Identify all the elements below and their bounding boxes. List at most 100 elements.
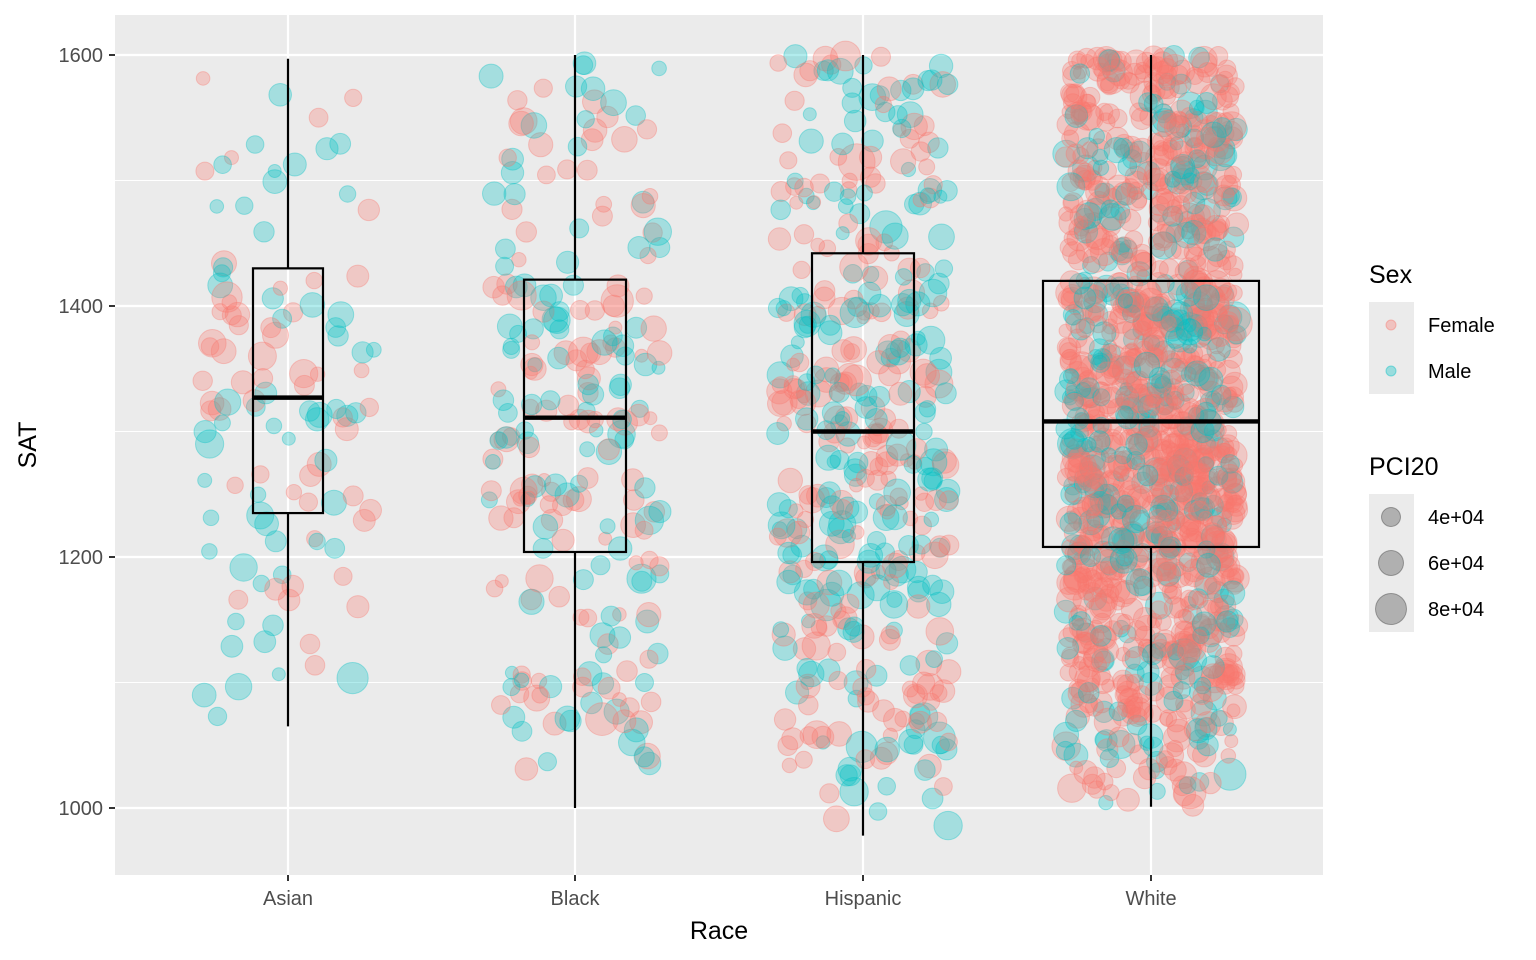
point-female — [1129, 80, 1161, 113]
point-female — [1072, 496, 1094, 518]
point-female — [832, 610, 851, 630]
point-male — [828, 510, 857, 539]
point-male — [928, 223, 955, 251]
point-female — [541, 481, 562, 502]
point-female — [1184, 482, 1199, 497]
point-female — [1221, 507, 1244, 530]
point-female — [1111, 50, 1132, 72]
point-male — [1099, 748, 1120, 769]
point-female — [1060, 290, 1083, 313]
point-female — [1174, 444, 1192, 461]
point-female — [1091, 381, 1113, 403]
point-female — [576, 467, 599, 489]
point-female — [1199, 353, 1217, 372]
point-female — [1134, 251, 1155, 271]
point-male — [925, 358, 953, 386]
point-female — [1163, 558, 1185, 579]
point-female — [1081, 773, 1104, 795]
point-female — [537, 165, 556, 185]
point-female — [1121, 484, 1148, 511]
point-female — [308, 107, 329, 128]
point-female — [1081, 493, 1107, 518]
point-female — [1141, 329, 1168, 356]
point-female — [914, 492, 935, 512]
point-female — [931, 448, 957, 474]
point-female — [530, 672, 548, 690]
point-female — [570, 300, 590, 320]
point-male — [1193, 366, 1218, 391]
point-female — [1155, 545, 1181, 571]
point-female — [1078, 656, 1100, 678]
point-female — [1150, 260, 1169, 279]
legend-pci20-title: PCI20 — [1369, 453, 1438, 481]
point-male — [580, 76, 606, 101]
point-female — [840, 364, 872, 397]
point-female — [1095, 494, 1119, 518]
legend-size-key-2 — [1378, 550, 1404, 576]
point-female — [1143, 448, 1164, 469]
point-female — [1064, 543, 1084, 564]
point-female — [1141, 566, 1163, 588]
point-male — [1115, 236, 1132, 253]
point-female — [1147, 557, 1172, 582]
point-female — [899, 128, 920, 149]
point-male — [1106, 730, 1136, 759]
point-male — [590, 555, 611, 576]
point-female — [1067, 506, 1092, 531]
point-female — [1215, 332, 1242, 359]
point-male — [1187, 588, 1209, 609]
point-female — [577, 382, 599, 404]
point-female — [1191, 400, 1209, 418]
point-female — [1086, 211, 1102, 227]
point-female — [1091, 624, 1117, 650]
point-male — [1088, 430, 1111, 453]
point-female — [1112, 243, 1133, 264]
point-female — [1151, 188, 1175, 211]
point-female — [1196, 674, 1225, 703]
point-male — [868, 385, 891, 408]
point-female — [1210, 74, 1232, 96]
point-female — [602, 334, 620, 352]
point-male — [281, 431, 296, 446]
point-male — [1073, 286, 1097, 310]
point-female — [1162, 109, 1177, 124]
point-female — [1222, 386, 1244, 408]
point-female — [1218, 555, 1241, 578]
point-female — [1059, 238, 1079, 257]
point-female — [855, 567, 877, 589]
point-female — [1197, 62, 1219, 83]
point-female — [796, 388, 812, 404]
point-male — [842, 77, 863, 98]
point-female — [1062, 570, 1088, 595]
point-female — [1059, 348, 1082, 372]
point-male — [1099, 488, 1115, 504]
point-male — [572, 569, 594, 591]
point-male — [849, 382, 869, 402]
point-female — [1125, 485, 1154, 514]
point-female — [1089, 194, 1113, 219]
point-female — [1139, 521, 1163, 544]
point-female — [634, 348, 649, 363]
point-female — [1129, 701, 1154, 726]
point-male — [923, 511, 940, 528]
point-female — [1182, 491, 1204, 513]
point-female — [1169, 99, 1194, 124]
point-female — [490, 381, 507, 398]
point-female — [1179, 299, 1197, 317]
point-female — [1225, 614, 1249, 637]
point-female — [528, 132, 554, 158]
point-male — [933, 810, 963, 841]
point-female — [1198, 617, 1220, 640]
point-female — [576, 409, 601, 434]
point-female — [1147, 213, 1166, 232]
point-female — [1202, 309, 1220, 327]
point-male — [495, 238, 516, 260]
point-female — [1101, 231, 1119, 249]
point-male — [767, 297, 789, 319]
point-female — [1100, 353, 1125, 378]
point-male — [798, 128, 824, 154]
point-male — [532, 537, 554, 559]
point-female — [562, 489, 585, 512]
point-male — [1210, 506, 1233, 529]
point-male — [1202, 686, 1227, 711]
